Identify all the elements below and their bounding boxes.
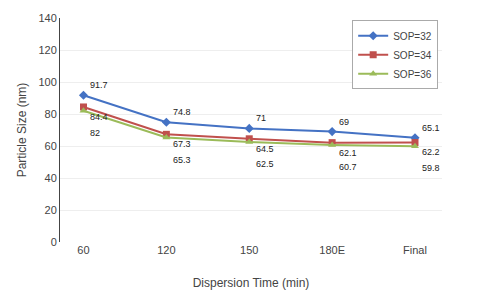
- svg-text:100: 100: [38, 76, 56, 88]
- svg-text:69: 69: [339, 117, 349, 127]
- svg-text:62.1: 62.1: [339, 148, 357, 158]
- svg-text:67.3: 67.3: [173, 139, 191, 149]
- svg-text:84.4: 84.4: [90, 112, 108, 122]
- svg-text:59.8: 59.8: [422, 163, 440, 173]
- svg-text:Dispersion Time (min): Dispersion Time (min): [193, 276, 310, 290]
- svg-text:91.7: 91.7: [90, 80, 108, 90]
- svg-text:Final: Final: [403, 244, 427, 256]
- svg-text:20: 20: [45, 204, 57, 216]
- svg-text:40: 40: [45, 172, 57, 184]
- svg-text:74.8: 74.8: [173, 107, 191, 117]
- svg-text:140: 140: [38, 12, 56, 24]
- svg-text:150: 150: [240, 244, 258, 256]
- svg-text:120: 120: [38, 44, 56, 56]
- svg-text:64.5: 64.5: [256, 144, 274, 154]
- svg-text:SOP=34: SOP=34: [393, 50, 432, 61]
- svg-text:62.2: 62.2: [422, 147, 440, 157]
- svg-text:60: 60: [77, 244, 89, 256]
- svg-text:80: 80: [45, 108, 57, 120]
- svg-text:60.7: 60.7: [339, 162, 357, 172]
- svg-text:82: 82: [90, 128, 100, 138]
- svg-text:180E: 180E: [319, 244, 345, 256]
- svg-text:65.1: 65.1: [422, 123, 440, 133]
- svg-text:71: 71: [256, 113, 266, 123]
- svg-text:65.3: 65.3: [173, 155, 191, 165]
- svg-text:SOP=36: SOP=36: [393, 69, 432, 80]
- svg-text:Particle Size (nm): Particle Size (nm): [15, 83, 29, 178]
- svg-text:SOP=32: SOP=32: [393, 31, 432, 42]
- svg-text:0: 0: [51, 236, 57, 248]
- svg-text:120: 120: [157, 244, 175, 256]
- svg-text:62.5: 62.5: [256, 159, 274, 169]
- svg-text:60: 60: [45, 140, 57, 152]
